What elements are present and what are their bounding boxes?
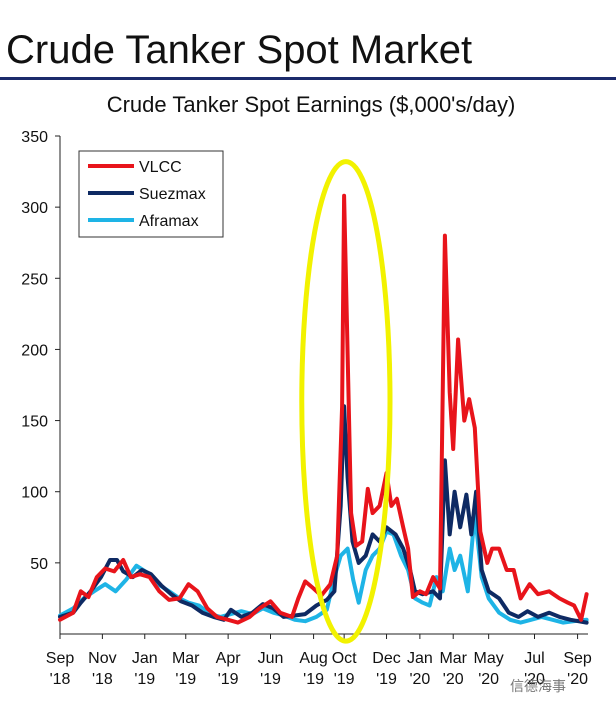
x-tick-label: '19 xyxy=(334,671,355,688)
x-tick-label: '20 xyxy=(524,671,545,688)
x-tick-label: '19 xyxy=(134,671,155,688)
y-tick-label: 50 xyxy=(30,556,48,573)
x-tick-label: '20 xyxy=(478,671,499,688)
x-tick-label: '20 xyxy=(409,671,430,688)
x-tick-label: Aug xyxy=(299,650,327,667)
highlight-ellipse xyxy=(299,159,393,644)
x-tick-label: '19 xyxy=(218,671,239,688)
x-tick-label: Sep xyxy=(46,650,75,667)
x-tick-label: '19 xyxy=(260,671,281,688)
plot-area: 50 100 150 200 250 300 350 Sep '18 Nov '18 Jan '19 Ma… xyxy=(21,129,592,688)
y-tick-label: 200 xyxy=(21,342,48,359)
x-tick-label: '19 xyxy=(376,671,397,688)
x-tick-label: May xyxy=(474,650,504,667)
x-tick-label: Mar xyxy=(439,650,467,667)
title-rule xyxy=(0,77,616,80)
x-tick-label: Dec xyxy=(372,650,400,667)
x-tick-label: '20 xyxy=(567,671,588,688)
y-tick-label: 150 xyxy=(21,414,48,431)
legend-label-suezmax: Suezmax xyxy=(139,186,206,203)
x-tick-label: Jul xyxy=(524,650,544,667)
y-tick-label: 250 xyxy=(21,271,48,288)
x-tick-label: Jun xyxy=(258,650,284,667)
x-tick-label: Apr xyxy=(216,650,242,667)
series-line-suezmax xyxy=(58,404,589,625)
legend: VLCC Suezmax Aframax xyxy=(78,150,224,238)
x-tick-label: Sep xyxy=(563,650,592,667)
series-line-vlcc xyxy=(58,193,589,625)
y-tick-label: 100 xyxy=(21,485,48,502)
x-tick-label: Mar xyxy=(172,650,200,667)
x-tick-label: Jan xyxy=(407,650,433,667)
x-tick-label: Nov xyxy=(88,650,116,667)
x-tick-label: '18 xyxy=(50,671,71,688)
legend-label-aframax: Aframax xyxy=(139,213,199,230)
watermark: 信德海事 xyxy=(510,678,566,694)
page-title: Crude Tanker Spot Market xyxy=(6,28,473,72)
chart-title: Crude Tanker Spot Earnings ($,000's/day) xyxy=(107,92,516,117)
x-tick-label: '18 xyxy=(92,671,113,688)
x-tick-label: '20 xyxy=(443,671,464,688)
legend-label-vlcc: VLCC xyxy=(139,159,182,176)
y-tick-label: 350 xyxy=(21,129,48,146)
y-tick-label: 300 xyxy=(21,200,48,217)
x-tick-label: Oct xyxy=(332,650,357,667)
x-tick-label: '19 xyxy=(175,671,196,688)
x-tick-label: '19 xyxy=(303,671,324,688)
x-tick-label: Jan xyxy=(132,650,158,667)
